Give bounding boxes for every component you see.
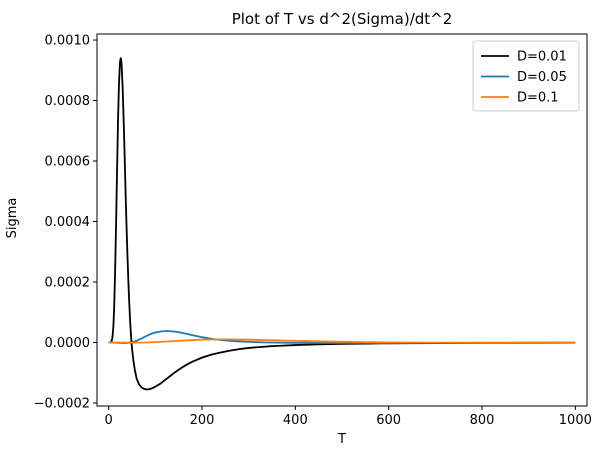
- y-tick-label: 0.0008: [45, 94, 91, 109]
- y-tick-label: −0.0002: [34, 396, 90, 411]
- x-axis-title: T: [337, 432, 346, 447]
- plot-frame: [96, 33, 588, 407]
- series-line-1: [108, 330, 576, 344]
- x-tick-label: 800: [470, 413, 495, 428]
- y-axis-title: Sigma: [5, 198, 20, 239]
- x-tick-label: 200: [190, 413, 215, 428]
- y-axis: −0.0002 0.0000 0.0002 0.0004 0.0006 0.0008 0.0…: [34, 34, 97, 411]
- plot-lines: [108, 57, 576, 391]
- legend-label: D=0.01: [517, 50, 567, 65]
- legend-box: [472, 40, 580, 112]
- x-tick-label: 0: [105, 413, 113, 428]
- legend-label: D=0.05: [517, 70, 567, 85]
- x-tick-label: 400: [283, 413, 308, 428]
- legend: D=0.01 D=0.05 D=0.1: [472, 40, 580, 112]
- series-line-0: [108, 57, 576, 391]
- y-tick-label: 0.0010: [45, 34, 91, 49]
- legend-label: D=0.1: [517, 91, 559, 106]
- series-line-2: [108, 338, 576, 344]
- x-axis: 0 200 400 600 800 1000: [105, 406, 592, 428]
- chart-title: Plot of T vs d^2(Sigma)/dt^2: [232, 10, 453, 28]
- y-tick-label: 0.0000: [45, 336, 91, 351]
- x-tick-label: 600: [376, 413, 401, 428]
- y-tick-label: 0.0004: [45, 215, 91, 230]
- y-tick-label: 0.0002: [45, 276, 91, 291]
- y-tick-label: 0.0006: [45, 155, 91, 170]
- x-tick-label: 1000: [559, 413, 592, 428]
